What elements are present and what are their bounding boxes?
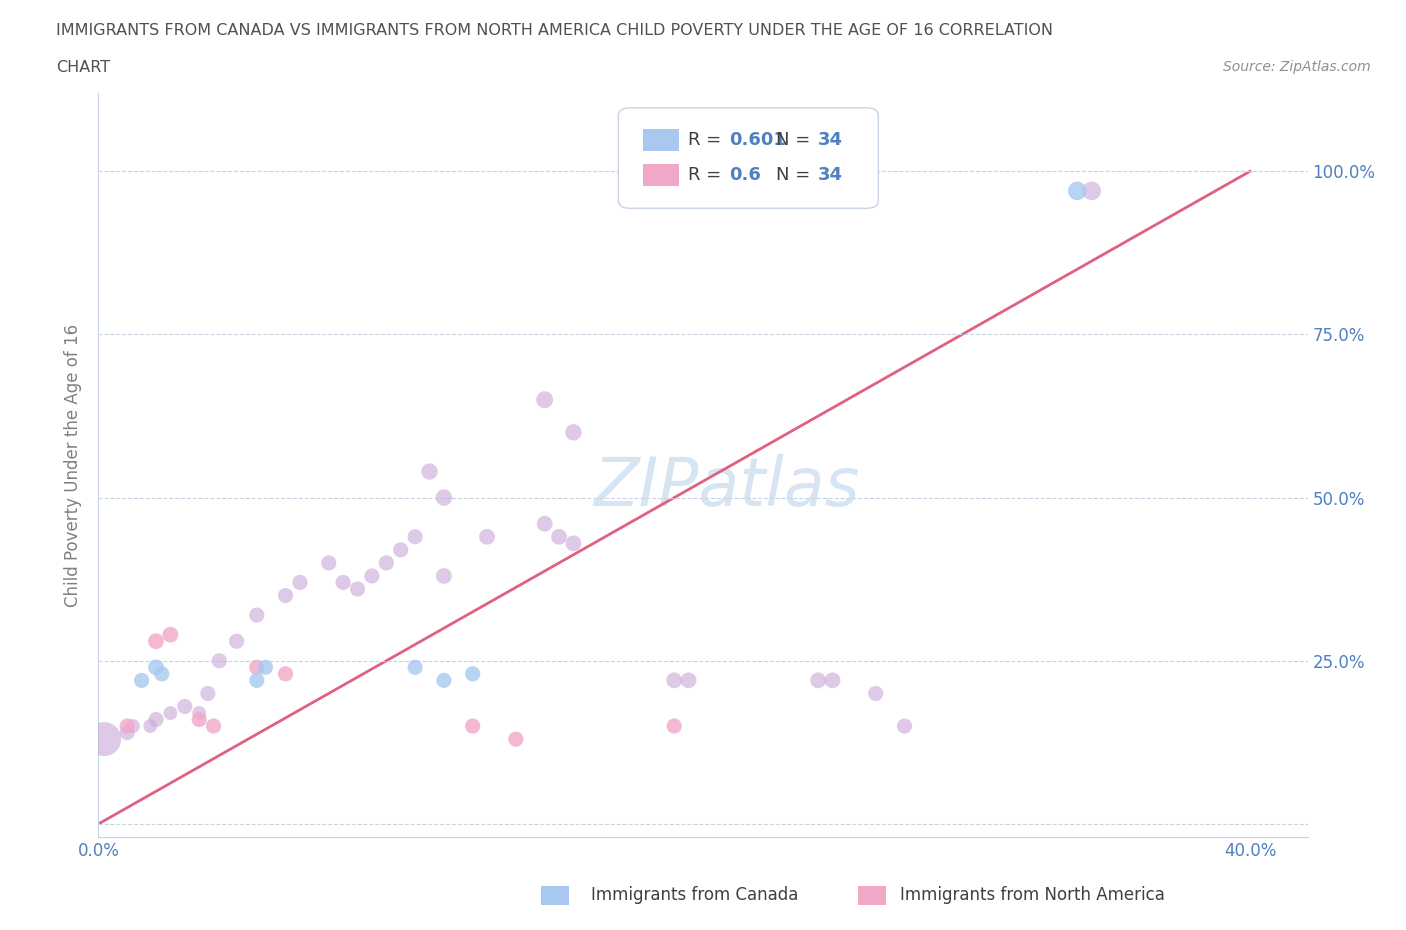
FancyBboxPatch shape	[619, 108, 879, 208]
Text: R =: R =	[689, 166, 727, 184]
Point	[150, 667, 173, 682]
Point	[821, 673, 844, 688]
Text: Immigrants from North America: Immigrants from North America	[900, 885, 1164, 904]
Point	[159, 627, 181, 642]
Point	[122, 719, 145, 734]
Text: ZIPatlas: ZIPatlas	[593, 455, 860, 520]
Point	[115, 725, 138, 740]
Point	[461, 719, 484, 734]
Point	[548, 529, 571, 544]
Point	[93, 732, 115, 747]
Point	[145, 712, 167, 727]
Point	[246, 607, 269, 622]
Point	[346, 581, 368, 596]
Point	[188, 706, 211, 721]
Point	[274, 667, 297, 682]
Point	[254, 660, 277, 675]
Point	[865, 686, 887, 701]
Point	[533, 392, 555, 407]
Text: N =: N =	[776, 131, 815, 149]
Text: 0.6: 0.6	[730, 166, 762, 184]
FancyBboxPatch shape	[643, 128, 679, 151]
Point	[145, 633, 167, 648]
Point	[664, 719, 686, 734]
Text: 0.601: 0.601	[730, 131, 786, 149]
Point	[197, 686, 219, 701]
Point	[202, 719, 225, 734]
Point	[318, 555, 340, 570]
Point	[208, 654, 231, 669]
Point	[562, 425, 585, 440]
Point	[404, 660, 426, 675]
Point	[139, 719, 162, 734]
Y-axis label: Child Poverty Under the Age of 16: Child Poverty Under the Age of 16	[65, 324, 83, 606]
Point	[533, 516, 555, 531]
Point	[664, 673, 686, 688]
Point	[225, 633, 247, 648]
Text: Immigrants from Canada: Immigrants from Canada	[591, 885, 797, 904]
Text: CHART: CHART	[56, 60, 110, 75]
Point	[288, 575, 311, 590]
Point	[807, 673, 830, 688]
Text: 34: 34	[818, 131, 842, 149]
Point	[145, 660, 167, 675]
Point	[274, 588, 297, 603]
Point	[131, 673, 153, 688]
Text: R =: R =	[689, 131, 727, 149]
Point	[389, 542, 412, 557]
Point	[1066, 183, 1088, 198]
Text: IMMIGRANTS FROM CANADA VS IMMIGRANTS FROM NORTH AMERICA CHILD POVERTY UNDER THE : IMMIGRANTS FROM CANADA VS IMMIGRANTS FRO…	[56, 23, 1053, 38]
Point	[1080, 183, 1102, 198]
Point	[375, 555, 398, 570]
Point	[115, 719, 138, 734]
Point	[461, 667, 484, 682]
Point	[173, 699, 195, 714]
Point	[418, 464, 440, 479]
Point	[246, 660, 269, 675]
Text: N =: N =	[776, 166, 815, 184]
Point	[159, 706, 181, 721]
Text: Source: ZipAtlas.com: Source: ZipAtlas.com	[1223, 60, 1371, 74]
Point	[361, 568, 384, 583]
Point	[433, 673, 456, 688]
Point	[433, 490, 456, 505]
Point	[404, 529, 426, 544]
Point	[246, 673, 269, 688]
Point	[562, 536, 585, 551]
Point	[505, 732, 527, 747]
Point	[893, 719, 915, 734]
Point	[634, 183, 657, 198]
Point	[332, 575, 354, 590]
Point	[678, 673, 700, 688]
Point	[188, 712, 211, 727]
Point	[433, 568, 456, 583]
FancyBboxPatch shape	[643, 164, 679, 186]
Point	[475, 529, 498, 544]
Text: 34: 34	[818, 166, 842, 184]
